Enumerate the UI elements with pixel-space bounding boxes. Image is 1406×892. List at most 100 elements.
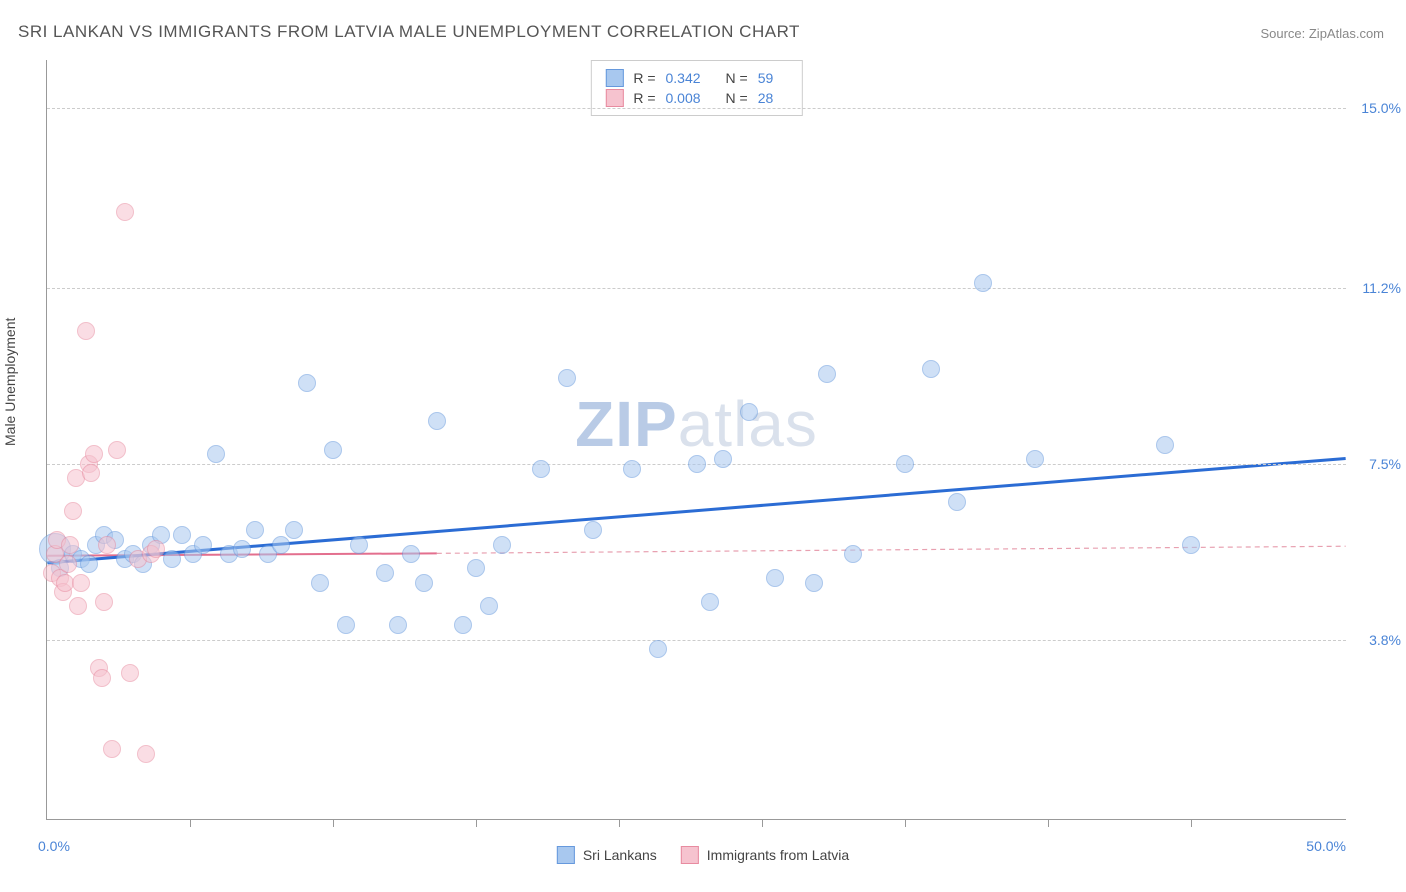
y-tick-label: 15.0% bbox=[1361, 100, 1401, 116]
point-sri-lankan bbox=[350, 536, 368, 554]
x-tick bbox=[190, 819, 191, 827]
legend-label: Sri Lankans bbox=[583, 847, 657, 863]
watermark: ZIPatlas bbox=[575, 387, 818, 461]
legend-row: R = 0.008 N = 28 bbox=[605, 89, 787, 107]
x-axis-min-label: 0.0% bbox=[38, 838, 70, 854]
point-latvia bbox=[137, 745, 155, 763]
point-sri-lankan bbox=[311, 574, 329, 592]
point-latvia bbox=[116, 203, 134, 221]
legend-item: Sri Lankans bbox=[557, 846, 657, 864]
legend-swatch bbox=[605, 89, 623, 107]
point-sri-lankan bbox=[454, 616, 472, 634]
point-sri-lankan bbox=[714, 450, 732, 468]
point-sri-lankan bbox=[402, 545, 420, 563]
point-latvia bbox=[93, 669, 111, 687]
point-sri-lankan bbox=[896, 455, 914, 473]
point-sri-lankan bbox=[623, 460, 641, 478]
n-value: 28 bbox=[758, 90, 788, 106]
y-tick-label: 11.2% bbox=[1362, 280, 1401, 296]
point-sri-lankan bbox=[649, 640, 667, 658]
point-sri-lankan bbox=[558, 369, 576, 387]
point-latvia bbox=[61, 536, 79, 554]
source-label: Source: ZipAtlas.com bbox=[1260, 26, 1384, 41]
point-sri-lankan bbox=[285, 521, 303, 539]
r-label: R = bbox=[633, 90, 655, 106]
point-sri-lankan bbox=[922, 360, 940, 378]
point-sri-lankan bbox=[337, 616, 355, 634]
point-sri-lankan bbox=[272, 536, 290, 554]
legend-swatch bbox=[681, 846, 699, 864]
point-sri-lankan bbox=[974, 274, 992, 292]
plot-area: ZIPatlas R =0.342N =59R =0.008N =28 3.8%… bbox=[46, 60, 1346, 820]
x-tick bbox=[333, 819, 334, 827]
trend-lines-layer bbox=[47, 60, 1346, 819]
point-sri-lankan bbox=[805, 574, 823, 592]
point-latvia bbox=[64, 502, 82, 520]
n-label: N = bbox=[726, 70, 748, 86]
legend-label: Immigrants from Latvia bbox=[707, 847, 849, 863]
gridline bbox=[47, 640, 1346, 641]
point-sri-lankan bbox=[532, 460, 550, 478]
point-latvia bbox=[77, 322, 95, 340]
point-latvia bbox=[85, 445, 103, 463]
legend-row: R = 0.342 N = 59 bbox=[605, 69, 787, 87]
point-sri-lankan bbox=[173, 526, 191, 544]
point-sri-lankan bbox=[818, 365, 836, 383]
point-latvia bbox=[69, 597, 87, 615]
legend-item: Immigrants from Latvia bbox=[681, 846, 849, 864]
r-label: R = bbox=[633, 70, 655, 86]
point-sri-lankan bbox=[428, 412, 446, 430]
point-sri-lankan bbox=[740, 403, 758, 421]
x-tick bbox=[619, 819, 620, 827]
gridline bbox=[47, 108, 1346, 109]
point-sri-lankan bbox=[948, 493, 966, 511]
r-value: 0.342 bbox=[666, 70, 716, 86]
point-sri-lankan bbox=[844, 545, 862, 563]
point-sri-lankan bbox=[467, 559, 485, 577]
point-sri-lankan bbox=[493, 536, 511, 554]
point-latvia bbox=[108, 441, 126, 459]
y-tick-label: 3.8% bbox=[1369, 632, 1401, 648]
point-sri-lankan bbox=[415, 574, 433, 592]
point-latvia bbox=[72, 574, 90, 592]
x-axis-max-label: 50.0% bbox=[1306, 838, 1346, 854]
point-sri-lankan bbox=[324, 441, 342, 459]
point-sri-lankan bbox=[1182, 536, 1200, 554]
point-sri-lankan bbox=[194, 536, 212, 554]
r-value: 0.008 bbox=[666, 90, 716, 106]
point-sri-lankan bbox=[1026, 450, 1044, 468]
x-tick bbox=[905, 819, 906, 827]
point-latvia bbox=[59, 555, 77, 573]
point-sri-lankan bbox=[207, 445, 225, 463]
chart-title: SRI LANKAN VS IMMIGRANTS FROM LATVIA MAL… bbox=[18, 22, 800, 42]
x-tick bbox=[1191, 819, 1192, 827]
point-latvia bbox=[103, 740, 121, 758]
legend-swatch bbox=[557, 846, 575, 864]
point-latvia bbox=[98, 536, 116, 554]
chart-container: SRI LANKAN VS IMMIGRANTS FROM LATVIA MAL… bbox=[0, 0, 1406, 892]
x-tick bbox=[476, 819, 477, 827]
legend-swatch bbox=[605, 69, 623, 87]
point-sri-lankan bbox=[766, 569, 784, 587]
point-sri-lankan bbox=[163, 550, 181, 568]
point-sri-lankan bbox=[584, 521, 602, 539]
point-latvia bbox=[121, 664, 139, 682]
point-sri-lankan bbox=[701, 593, 719, 611]
point-latvia bbox=[95, 593, 113, 611]
x-tick bbox=[1048, 819, 1049, 827]
series-legend: Sri Lankans Immigrants from Latvia bbox=[557, 846, 849, 864]
point-sri-lankan bbox=[376, 564, 394, 582]
point-sri-lankan bbox=[389, 616, 407, 634]
point-sri-lankan bbox=[233, 540, 251, 558]
gridline bbox=[47, 288, 1346, 289]
x-tick bbox=[762, 819, 763, 827]
n-label: N = bbox=[726, 90, 748, 106]
point-sri-lankan bbox=[246, 521, 264, 539]
point-sri-lankan bbox=[688, 455, 706, 473]
y-tick-label: 7.5% bbox=[1369, 456, 1401, 472]
n-value: 59 bbox=[758, 70, 788, 86]
point-latvia bbox=[82, 464, 100, 482]
point-sri-lankan bbox=[80, 555, 98, 573]
point-sri-lankan bbox=[480, 597, 498, 615]
y-axis-label: Male Unemployment bbox=[2, 318, 18, 446]
